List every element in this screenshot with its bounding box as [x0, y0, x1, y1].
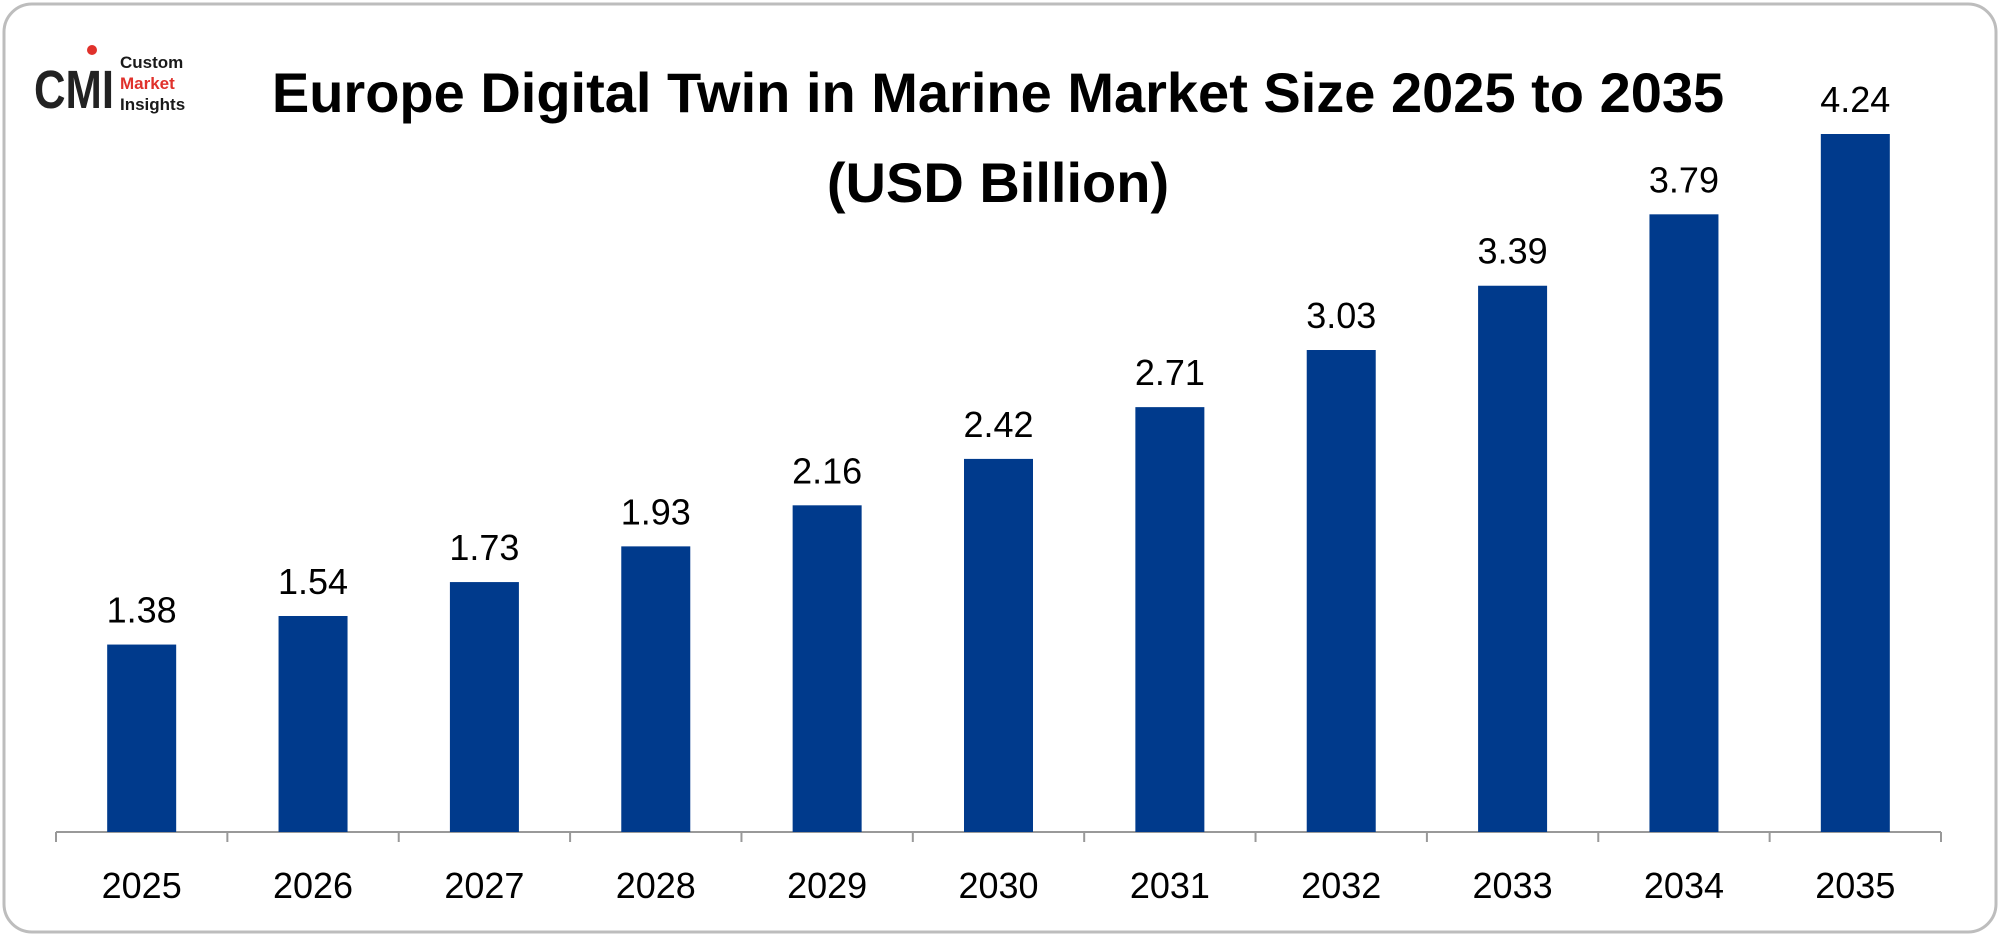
x-tick-label: 2027 [444, 865, 524, 906]
bar [1820, 134, 1890, 832]
data-label: 2.16 [792, 450, 862, 491]
x-tick-label: 2033 [1473, 865, 1553, 906]
data-label: 3.79 [1649, 159, 1719, 200]
chart-title: Europe Digital Twin in Marine Market Siz… [271, 61, 1725, 214]
x-tick-label: 2028 [616, 865, 696, 906]
data-label: 4.24 [1820, 79, 1890, 120]
x-tick-label: 2030 [958, 865, 1038, 906]
bar [1306, 350, 1376, 832]
x-tick-label: 2026 [273, 865, 353, 906]
logo-text: Custom [120, 53, 183, 72]
logo-initials: CMI [34, 60, 114, 120]
data-label: 3.39 [1478, 231, 1548, 272]
data-label: 1.38 [107, 590, 177, 631]
x-tick-label: 2031 [1130, 865, 1210, 906]
bar [964, 458, 1033, 832]
logo-text: Market [120, 74, 175, 93]
data-label: 1.93 [621, 491, 691, 532]
data-label: 2.42 [963, 404, 1033, 445]
bar [278, 615, 348, 832]
bar [107, 644, 177, 832]
bar [449, 582, 519, 832]
logo-text: Insights [120, 95, 185, 114]
data-label: 3.03 [1306, 295, 1376, 336]
bar [1478, 285, 1548, 832]
data-label: 2.71 [1135, 352, 1205, 393]
data-label: 1.73 [449, 527, 519, 568]
x-tick-label: 2025 [102, 865, 182, 906]
data-label: 1.54 [278, 561, 348, 602]
bar [621, 546, 691, 832]
logo: CMI Custom Market Insights [34, 45, 185, 120]
x-tick-label: 2029 [787, 865, 867, 906]
x-tick-label: 2032 [1301, 865, 1381, 906]
x-tick-label: 2034 [1644, 865, 1724, 906]
bar [1135, 407, 1205, 832]
logo-dot [87, 45, 97, 55]
bar [1649, 214, 1719, 833]
bar [792, 505, 862, 832]
x-tick-label: 2035 [1815, 865, 1895, 906]
